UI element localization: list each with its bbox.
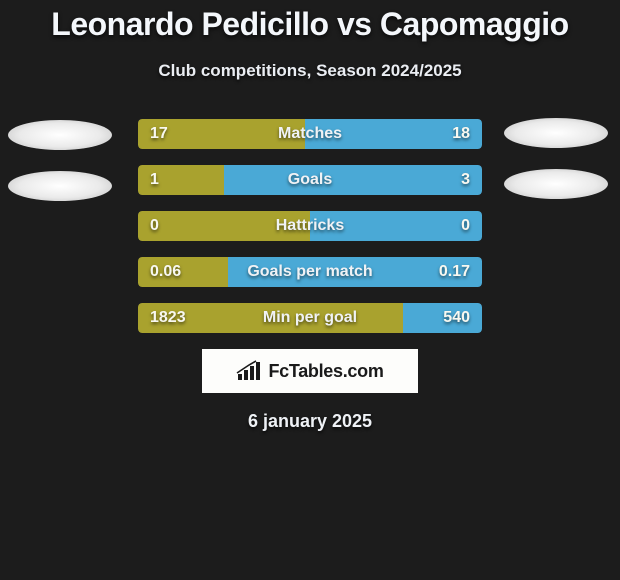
stat-row: 00Hattricks [138,211,482,241]
stat-label: Goals [138,165,482,195]
stat-label: Hattricks [138,211,482,241]
snapshot-date: 6 january 2025 [0,411,620,432]
stat-label: Matches [138,119,482,149]
chart-icon [236,360,262,382]
stat-label: Goals per match [138,257,482,287]
page-title: Leonardo Pedicillo vs Capomaggio [0,0,620,43]
stats-panel: 1718Matches 13Goals 00Hattricks 0.060.17Goa… [0,119,620,333]
brand-badge[interactable]: FcTables.com [202,349,418,393]
page-subtitle: Club competitions, Season 2024/2025 [0,61,620,81]
stat-label: Min per goal [138,303,482,333]
brand-text: FcTables.com [268,361,383,382]
stat-row: 0.060.17Goals per match [138,257,482,287]
player-left-avatar-2 [8,171,112,201]
player-right-avatar-2 [504,169,608,199]
player-left-avatar [8,120,112,150]
stat-row: 1823540Min per goal [138,303,482,333]
player-right-avatar [504,118,608,148]
stat-row: 13Goals [138,165,482,195]
stat-row: 1718Matches [138,119,482,149]
